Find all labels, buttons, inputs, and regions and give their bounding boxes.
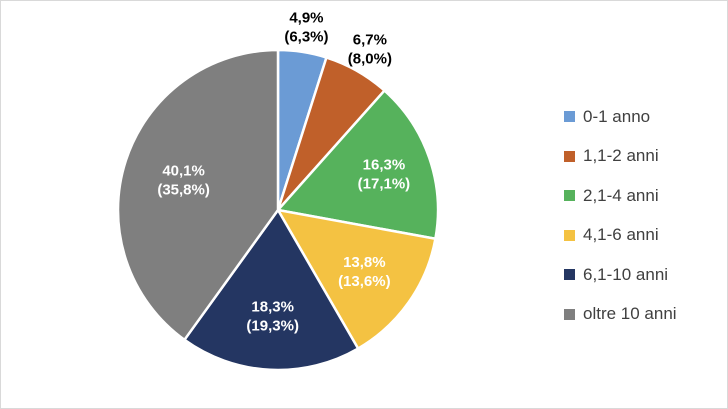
legend-item: 1,1-2 anni — [564, 137, 677, 177]
legend-label: oltre 10 anni — [583, 304, 677, 324]
legend-item: 0-1 anno — [564, 97, 677, 137]
legend-item: 4,1-6 anni — [564, 216, 677, 256]
pie-slice-6 — [116, 48, 280, 342]
legend-swatch — [564, 229, 575, 241]
legend: 0-1 anno 1,1-2 anni 2,1-4 anni 4,1-6 anni 6,… — [564, 97, 677, 334]
legend-item: 6,1-10 anni — [564, 255, 677, 295]
legend-label: 1,1-2 anni — [583, 146, 659, 166]
slice-label-3-secondary: (17,1%) — [358, 176, 411, 193]
slice-label-6-percent: 40,1% — [162, 163, 205, 180]
legend-item: oltre 10 anni — [564, 295, 677, 335]
slice-label-2-secondary: (8,0%) — [348, 51, 392, 68]
slice-label-4-percent: 13,8% — [343, 254, 386, 271]
slice-label-6-secondary: (35,8%) — [157, 182, 210, 199]
pie-slice-3 — [275, 88, 440, 241]
legend-label: 2,1-4 anni — [583, 185, 659, 205]
slice-label-1-secondary: (6,3%) — [284, 29, 328, 46]
legend-label: 0-1 anno — [583, 106, 651, 126]
legend-swatch — [564, 308, 575, 320]
legend-swatch — [564, 269, 575, 281]
pie-slice-5 — [182, 207, 360, 372]
legend-swatch — [564, 111, 575, 123]
legend-label: 4,1-6 anni — [583, 225, 659, 245]
pie-slice-4 — [275, 208, 437, 351]
legend-swatch — [564, 190, 575, 202]
slice-label-5-percent: 18,3% — [251, 298, 294, 315]
legend-item: 2,1-4 anni — [564, 176, 677, 216]
legend-swatch — [564, 150, 575, 162]
slice-label-5-secondary: (19,3%) — [246, 317, 299, 334]
slice-label-1-percent: 4,9% — [289, 10, 323, 27]
slice-label-3-percent: 16,3% — [363, 157, 406, 174]
slice-label-4-secondary: (13,6%) — [338, 273, 391, 290]
legend-label: 6,1-10 anni — [583, 264, 669, 284]
slice-label-2-percent: 6,7% — [353, 32, 387, 49]
